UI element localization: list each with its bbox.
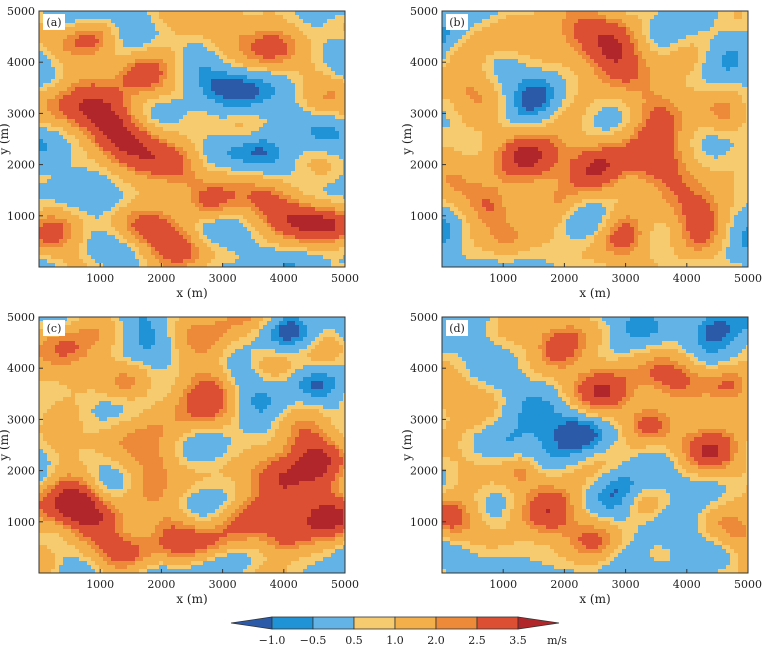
plot-frame <box>441 316 749 574</box>
colorbar-tick-label: 3.5 <box>509 634 527 645</box>
x-axis-label: x (m) <box>176 592 207 606</box>
x-tick-label: 3000 <box>209 272 237 285</box>
colorbar-segment <box>353 616 396 630</box>
x-tick-label: 1000 <box>489 272 517 285</box>
colorbar-extend-high <box>517 616 560 630</box>
colorbar-segment <box>271 616 314 630</box>
contour-field <box>442 11 748 267</box>
x-tick-label: 4000 <box>270 578 298 591</box>
y-tick-label: 1000 <box>7 210 35 223</box>
colorbar-segment <box>476 616 519 630</box>
panel-label: (a) <box>43 14 65 30</box>
plot-frame <box>441 10 749 268</box>
y-tick-label: 4000 <box>7 362 35 375</box>
y-tick-label: 2000 <box>410 159 438 172</box>
y-tick-label: 1000 <box>7 516 35 529</box>
y-tick-label: 2000 <box>7 159 35 172</box>
x-tick-label: 3000 <box>612 578 640 591</box>
colorbar: −1.0 −0.5 0.5 1.0 2.0 2.5 3.5 m/s <box>230 616 567 645</box>
colorbar-segment <box>394 616 437 630</box>
x-tick-label: 1000 <box>86 578 114 591</box>
panel-label: (d) <box>446 320 468 336</box>
x-tick-label: 4000 <box>673 272 701 285</box>
panel-b: 1000 2000 3000 4000 5000 1000 2000 3000 4000 5000… <box>400 5 762 300</box>
y-tick-label: 4000 <box>410 362 438 375</box>
panel-c: 1000 2000 3000 4000 5000 1000 2000 3000 4000 5000… <box>0 311 359 606</box>
x-tick-label: 5000 <box>734 578 762 591</box>
colorbar-tick-label: 1.0 <box>386 634 404 645</box>
contour-field <box>39 317 345 573</box>
x-tick-label: 5000 <box>331 578 359 591</box>
x-tick-label: 3000 <box>612 272 640 285</box>
y-tick-label: 5000 <box>7 5 35 18</box>
x-tick-label: 5000 <box>734 272 762 285</box>
y-tick-label: 3000 <box>410 413 438 426</box>
contour-field <box>442 317 748 573</box>
colorbar-tick-label: 0.5 <box>345 634 363 645</box>
x-axis-label: x (m) <box>579 592 610 606</box>
x-tick-label: 2000 <box>147 272 175 285</box>
panel-label: (b) <box>446 14 468 30</box>
x-tick-label: 5000 <box>331 272 359 285</box>
y-axis-label: y (m) <box>0 429 11 461</box>
y-tick-label: 1000 <box>410 210 438 223</box>
colorbar-tick-label: 2.5 <box>468 634 486 645</box>
x-tick-label: 2000 <box>147 578 175 591</box>
x-axis-label: x (m) <box>579 286 610 300</box>
panel-a: 1000 2000 3000 4000 5000 1000 2000 3000 4000 5000… <box>0 5 359 300</box>
y-tick-label: 3000 <box>7 413 35 426</box>
y-tick-label: 4000 <box>410 56 438 69</box>
y-axis-label: y (m) <box>400 123 414 155</box>
colorbar-extend-low <box>230 616 273 630</box>
y-axis-label: y (m) <box>0 123 11 155</box>
plot-frame <box>38 10 346 268</box>
plot-frame <box>38 316 346 574</box>
colorbar-tick-label: −0.5 <box>300 634 327 645</box>
y-tick-label: 4000 <box>7 56 35 69</box>
x-tick-label: 4000 <box>673 578 701 591</box>
x-tick-label: 1000 <box>86 272 114 285</box>
x-tick-label: 2000 <box>550 578 578 591</box>
y-tick-label: 2000 <box>7 465 35 478</box>
colorbar-tick-label: −1.0 <box>259 634 286 645</box>
colorbar-unit: m/s <box>547 634 567 645</box>
colorbar-tick-label: 2.0 <box>427 634 445 645</box>
colorbar-segment <box>312 616 355 630</box>
x-axis-label: x (m) <box>176 286 207 300</box>
y-tick-label: 2000 <box>410 465 438 478</box>
x-tick-label: 4000 <box>270 272 298 285</box>
panel-label: (c) <box>43 320 65 336</box>
y-tick-label: 3000 <box>410 107 438 120</box>
y-axis-label: y (m) <box>400 429 414 461</box>
y-tick-label: 5000 <box>410 5 438 18</box>
y-tick-label: 3000 <box>7 107 35 120</box>
panel-d: 1000 2000 3000 4000 5000 1000 2000 3000 4000 5000… <box>400 311 762 606</box>
y-tick-label: 5000 <box>7 311 35 324</box>
x-tick-label: 3000 <box>209 578 237 591</box>
contour-field <box>39 11 345 267</box>
colorbar-segment <box>435 616 478 630</box>
y-tick-label: 5000 <box>410 311 438 324</box>
y-tick-label: 1000 <box>410 516 438 529</box>
x-tick-label: 1000 <box>489 578 517 591</box>
x-tick-label: 2000 <box>550 272 578 285</box>
